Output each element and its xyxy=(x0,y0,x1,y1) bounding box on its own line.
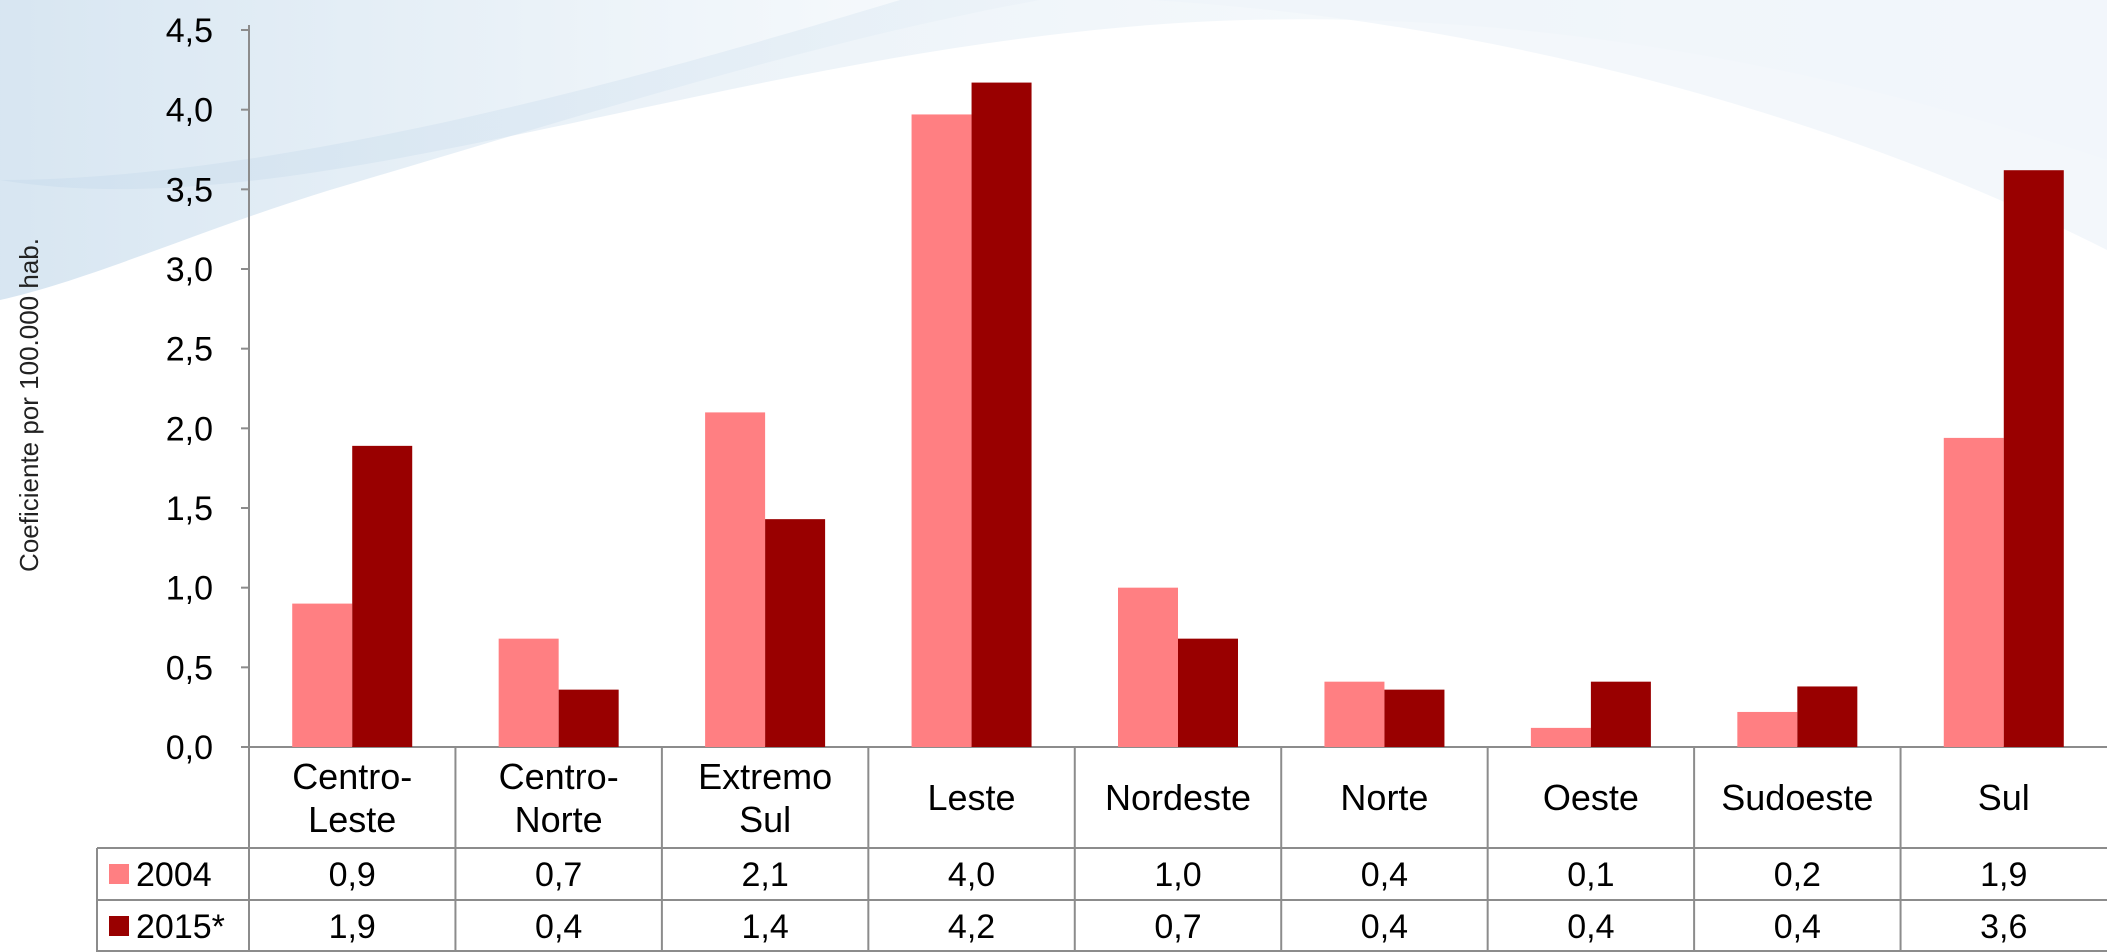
data-label: 1,9 xyxy=(1980,856,2027,894)
bar-2015-4 xyxy=(1178,638,1238,747)
y-tick-label: 0,5 xyxy=(166,649,213,687)
legend-label: 2004 xyxy=(136,856,212,894)
data-label: 4,0 xyxy=(948,856,995,894)
y-axis-label: Coeficiente por 100.000 hab. xyxy=(14,238,44,572)
data-label: 0,7 xyxy=(1154,908,1201,946)
data-label: 0,4 xyxy=(535,908,582,946)
data-label: 0,7 xyxy=(535,856,582,894)
bar-2004-8 xyxy=(1943,437,2004,747)
bar-2015-6 xyxy=(1590,681,1651,747)
y-tick-label: 2,0 xyxy=(166,410,213,448)
bar-2015-5 xyxy=(1384,689,1445,747)
x-tick-label: Centro-Norte xyxy=(499,756,619,840)
data-label: 4,2 xyxy=(948,908,995,946)
bar-2015-8 xyxy=(2003,170,2064,748)
y-tick-label: 1,0 xyxy=(166,570,213,608)
x-tick-label: Sudoeste xyxy=(1721,777,1873,818)
x-tick-label: Leste xyxy=(928,777,1016,818)
legend-swatch xyxy=(109,864,129,884)
data-label: 0,9 xyxy=(329,856,376,894)
data-label: 1,4 xyxy=(741,908,788,946)
bar-2015-2 xyxy=(765,519,826,747)
legend-swatch xyxy=(109,916,129,936)
y-tick-label: 4,0 xyxy=(166,92,213,130)
bar-2004-4 xyxy=(1118,587,1178,747)
bar-2004-6 xyxy=(1530,727,1591,747)
bar-2004-7 xyxy=(1737,711,1798,747)
bar-2004-1 xyxy=(498,638,559,747)
data-label: 0,4 xyxy=(1361,908,1408,946)
x-tick-label: Extremo Sul xyxy=(698,756,832,840)
data-label: 0,4 xyxy=(1361,856,1408,894)
x-tick-label: Oeste xyxy=(1543,777,1639,818)
data-label: 0,4 xyxy=(1774,908,1821,946)
data-label: 0,2 xyxy=(1774,856,1821,894)
data-label: 2,1 xyxy=(741,856,788,894)
bar-2004-0 xyxy=(292,603,353,747)
x-tick-label: Nordeste xyxy=(1105,777,1251,818)
bar-2015-1 xyxy=(558,689,619,747)
y-tick-label: 2,5 xyxy=(166,331,213,369)
y-tick-label: 1,5 xyxy=(166,490,213,528)
data-label: 0,4 xyxy=(1567,908,1614,946)
data-label: 1,0 xyxy=(1154,856,1201,894)
data-label: 3,6 xyxy=(1980,908,2027,946)
data-label: 0,1 xyxy=(1567,856,1614,894)
y-axis: 0,0 0,5 1,0 1,5 2,0 2,5 3,0 3,5 4,0 4,5 xyxy=(166,12,2107,767)
legend-label: 2015* xyxy=(136,908,225,946)
bar-2004-3 xyxy=(911,114,972,748)
bars-group xyxy=(292,82,2064,748)
data-table: Centro-Leste Centro-Norte Extremo Sul Leste N… xyxy=(96,747,2107,952)
bar-2015-0 xyxy=(352,445,413,747)
y-tick-label: 3,5 xyxy=(166,171,213,209)
bar-2004-2 xyxy=(705,412,766,747)
y-tick-label: 0,0 xyxy=(166,729,213,767)
data-label: 1,9 xyxy=(329,908,376,946)
x-tick-label: Centro-Leste xyxy=(292,756,412,840)
y-tick-label: 3,0 xyxy=(166,251,213,289)
bar-2004-5 xyxy=(1324,681,1385,747)
x-tick-label: Sul xyxy=(1978,777,2030,818)
bar-2015-7 xyxy=(1797,686,1858,747)
x-tick-label: Norte xyxy=(1340,777,1428,818)
bar-2015-3 xyxy=(971,82,1032,747)
y-tick-label: 4,5 xyxy=(166,12,213,50)
